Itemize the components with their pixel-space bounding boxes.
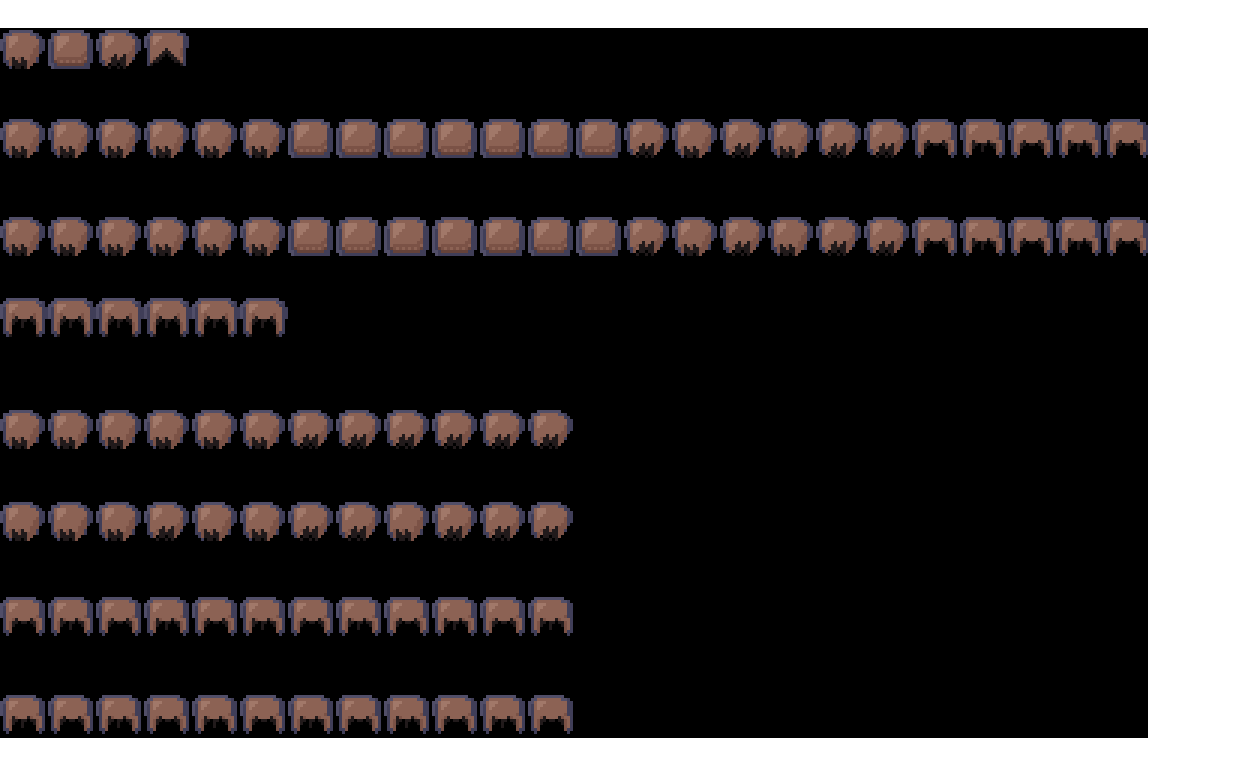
hair-spritesheet-canvas xyxy=(0,28,1148,738)
